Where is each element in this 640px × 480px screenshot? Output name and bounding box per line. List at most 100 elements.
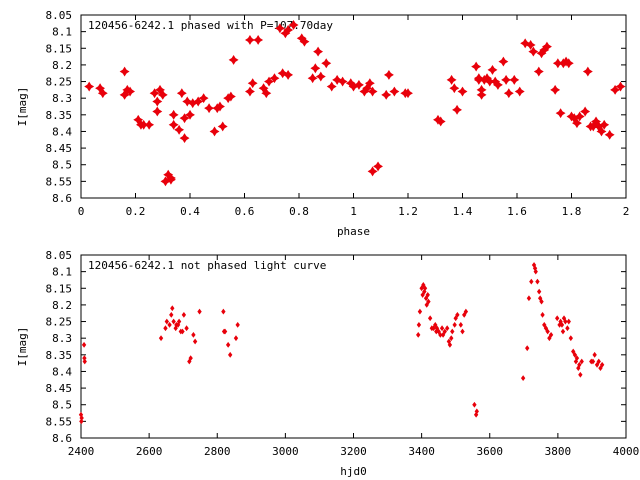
- data-point: [84, 81, 95, 92]
- data-point: [420, 292, 425, 298]
- data-point: [321, 58, 332, 69]
- data-point: [604, 129, 615, 140]
- x-tick-label: 3600: [477, 445, 504, 458]
- data-point: [610, 84, 621, 95]
- data-point: [582, 66, 593, 77]
- data-point: [539, 298, 544, 305]
- data-point: [455, 311, 460, 318]
- data-point: [198, 93, 209, 104]
- data-point: [426, 298, 431, 305]
- x-tick-label: 0.4: [180, 205, 200, 218]
- plot-frame: [80, 254, 627, 439]
- data-point: [403, 88, 413, 99]
- data-point: [419, 285, 424, 292]
- x-tick-label: 1.6: [507, 205, 527, 218]
- x-tick-label: 2: [623, 205, 630, 218]
- data-point: [176, 318, 182, 325]
- data-point: [180, 328, 185, 335]
- data-point: [81, 341, 87, 348]
- data-point: [503, 88, 514, 99]
- data-point: [157, 89, 168, 100]
- data-point: [222, 328, 228, 335]
- data-point: [535, 278, 540, 285]
- x-tick-label: 2800: [204, 445, 231, 458]
- data-point: [144, 119, 155, 130]
- data-point: [444, 325, 450, 332]
- data-point: [283, 69, 294, 80]
- data-point: [427, 315, 433, 322]
- y-tick-label: 8.5: [52, 399, 72, 412]
- data-point: [97, 88, 108, 99]
- data-point: [164, 318, 170, 325]
- data-point: [167, 321, 172, 328]
- data-point: [179, 133, 190, 144]
- data-point: [277, 68, 288, 79]
- y-tick-label: 8.35: [46, 349, 73, 362]
- data-point: [547, 335, 552, 342]
- data-point: [170, 305, 175, 312]
- data-point: [421, 282, 426, 288]
- data-point: [555, 108, 566, 119]
- y-tick-label: 8.1: [52, 266, 72, 279]
- data-point: [389, 86, 400, 97]
- data-point: [457, 86, 468, 97]
- y-tick-label: 8.25: [46, 316, 73, 329]
- data-point: [247, 78, 258, 89]
- data-point: [533, 268, 538, 275]
- data-point: [559, 321, 565, 328]
- data-point: [149, 88, 160, 99]
- data-point: [447, 341, 453, 348]
- data-point: [590, 358, 596, 365]
- y-tick-label: 8.3: [52, 92, 72, 105]
- data-point: [181, 311, 187, 318]
- data-point: [171, 318, 176, 325]
- x-tick-label: 1: [350, 205, 357, 218]
- data-point: [543, 325, 549, 332]
- data-point: [354, 79, 364, 90]
- x-tick-label: 3800: [545, 445, 572, 458]
- x-tick-label: 1.4: [453, 205, 473, 218]
- data-point: [594, 361, 600, 368]
- data-point: [580, 106, 591, 117]
- y-tick-label: 8.6: [52, 192, 72, 205]
- data-point: [228, 351, 233, 358]
- data-point: [572, 351, 578, 358]
- data-point: [197, 308, 202, 315]
- data-point: [449, 335, 454, 342]
- data-point: [474, 408, 479, 415]
- data-point: [509, 74, 520, 85]
- data-point: [315, 71, 326, 82]
- data-point: [431, 325, 436, 332]
- data-point: [473, 73, 484, 84]
- y-tick-label: 8.55: [46, 415, 73, 428]
- data-point: [596, 126, 607, 137]
- data-point: [433, 321, 438, 328]
- data-point: [165, 173, 176, 183]
- data-point: [473, 411, 479, 418]
- y-axis-label: I[mag]: [16, 87, 29, 127]
- data-point: [158, 335, 164, 342]
- data-point: [434, 325, 440, 332]
- data-point: [79, 415, 84, 421]
- data-point: [373, 161, 383, 172]
- y-tick-label: 8.35: [46, 109, 73, 122]
- data-point: [476, 89, 487, 100]
- data-point: [417, 308, 423, 315]
- data-point: [326, 81, 337, 92]
- x-tick-label: 2600: [136, 445, 163, 458]
- data-point: [571, 348, 576, 355]
- data-point: [550, 84, 561, 95]
- data-point: [174, 124, 185, 135]
- data-point: [436, 328, 441, 335]
- data-point: [525, 40, 536, 50]
- data-point: [152, 96, 163, 107]
- x-tick-label: 4000: [613, 445, 640, 458]
- data-point: [577, 361, 582, 368]
- data-point: [460, 328, 465, 335]
- data-point: [574, 355, 580, 362]
- data-point: [188, 355, 193, 362]
- data-point: [462, 311, 467, 318]
- data-point: [182, 96, 193, 107]
- y-tick-label: 8.45: [46, 142, 73, 155]
